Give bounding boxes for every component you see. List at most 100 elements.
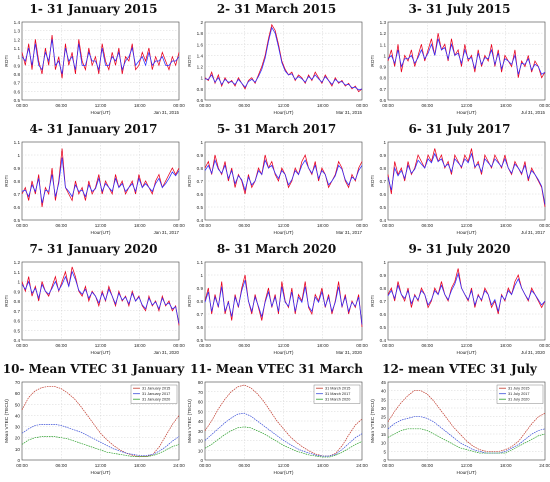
y-axis-label: ROTI	[370, 55, 376, 66]
x-tick-label: 06:00	[239, 343, 251, 348]
y-tick-label: 35	[381, 397, 387, 402]
x-axis-label: Hour(UT)	[274, 470, 294, 476]
y-axis-label: Mean VTEC (TECU)	[187, 399, 193, 443]
y-tick-label: 1.6	[197, 42, 204, 47]
y-axis-label: ROTI	[187, 175, 193, 186]
y-tick-label: 0.5	[380, 325, 387, 330]
y-tick-label: 0.8	[380, 166, 387, 171]
chart-panel: 8- 31 March 2020 0.5 0.6 0.7 0.8 0.9 1 1.1 00:00…	[185, 242, 368, 362]
chart-panel: 6- 31 July 2017 0.4 0.5 0.6 0.7 0.8 0.9 1 00:00 0…	[368, 122, 550, 242]
x-tick-label: 00:00	[382, 103, 394, 108]
chart-panel: 5- 31 March 2017 0.4 0.5 0.6 0.7 0.8 0.9 1 00:00…	[185, 122, 368, 242]
chart-panel: 10- Mean VTEC 31 January 0 10 20 30 40 50 60 70 0…	[2, 362, 185, 482]
x-tick-label: 00:00	[356, 343, 368, 348]
x-tick-label: 00:00	[199, 103, 211, 108]
chart-panel: 1- 31 January 2015 0.5 0.6 0.7 0.8 0.9 1 1.1 1.2…	[2, 2, 185, 122]
x-tick-label: 06:00	[422, 223, 434, 228]
legend-box	[130, 384, 178, 404]
chart-svg: 0 10 20 30 40 50 60 70 00:00 06:00 12:00 18:00 24:00…	[4, 380, 185, 476]
y-tick-label: 0.7	[380, 299, 387, 304]
y-tick-label: 0.5	[197, 205, 204, 210]
x-tick-label: 12:00	[461, 103, 473, 108]
chart-svg: 0.6 0.8 1 1.2 1.4 1.6 1.8 2 00:00 06:00 12:00 18:00…	[187, 20, 368, 116]
x-tick-label: 06:00	[422, 463, 434, 468]
x-tick-label: 18:00	[317, 343, 329, 348]
x-tick-label: 00:00	[173, 223, 185, 228]
series-line	[21, 436, 180, 458]
y-tick-label: 1.4	[197, 53, 204, 58]
y-tick-label: 1.1	[197, 260, 204, 265]
x-tick-label: 00:00	[539, 343, 550, 348]
chart-title: 12- mean VTEC 31 July	[382, 362, 537, 376]
y-tick-label: 1	[17, 153, 20, 158]
y-tick-label: 0.9	[380, 273, 387, 278]
x-tick-label: 18:00	[134, 463, 146, 468]
x-tick-label: 06:00	[239, 103, 251, 108]
chart-svg: 0.4 0.5 0.6 0.7 0.8 0.9 1 00:00 06:00 12:00 18:00 0…	[187, 140, 368, 236]
y-tick-label: 15	[381, 432, 387, 437]
x-tick-label: 12:00	[95, 223, 107, 228]
x-tick-label: 06:00	[239, 223, 251, 228]
series-line	[21, 39, 180, 75]
y-tick-label: 60	[15, 391, 21, 396]
date-label: Mar 31, 2017	[336, 230, 362, 235]
chart-svg: 0.6 0.7 0.8 0.9 1 1.1 1.2 1.3 00:00 06:00 12:00 18:…	[370, 20, 550, 116]
y-axis-label: ROTI	[4, 55, 10, 66]
x-tick-label: 12:00	[461, 343, 473, 348]
series-line	[204, 23, 363, 93]
x-axis-label: Hour(UT)	[274, 230, 294, 236]
legend-label: 31 March 2015	[325, 387, 350, 391]
y-tick-label: 45	[381, 380, 387, 385]
x-tick-label: 12:00	[278, 103, 290, 108]
legend-label: 31 July 2020	[508, 398, 530, 402]
series-line	[387, 38, 546, 75]
y-tick-label: 0.6	[380, 312, 387, 317]
x-tick-label: 12:00	[278, 343, 290, 348]
chart-svg: 0.5 0.6 0.7 0.8 0.9 1 1.1 00:00 06:00 12:00 18:00 0…	[187, 260, 368, 356]
y-tick-label: 0.5	[14, 328, 21, 333]
legend-label: 31 July 2017	[508, 392, 530, 396]
chart-title: 10- Mean VTEC 31 January	[2, 362, 185, 376]
chart-title: 11- Mean VTEC 31 March	[190, 362, 363, 376]
y-tick-label: 0.7	[14, 81, 21, 86]
x-tick-label: 06:00	[56, 103, 68, 108]
y-tick-label: 0.8	[380, 76, 387, 81]
y-tick-label: 20	[15, 436, 21, 441]
chart-title: 7- 31 January 2020	[29, 242, 158, 256]
y-tick-label: 1.1	[14, 140, 21, 145]
y-tick-label: 0.6	[380, 98, 387, 103]
chart-title: 6- 31 July 2017	[408, 122, 511, 136]
y-tick-label: 0.7	[380, 179, 387, 184]
x-tick-label: 18:00	[500, 343, 512, 348]
x-tick-label: 00:00	[382, 223, 394, 228]
x-tick-label: 18:00	[317, 223, 329, 228]
y-tick-label: 0.8	[197, 87, 204, 92]
y-tick-label: 0.9	[14, 289, 21, 294]
y-tick-label: 40	[198, 419, 204, 424]
date-label: Jul 31, 2020	[521, 350, 545, 355]
x-tick-label: 00:00	[539, 103, 550, 108]
legend-label: 31 January 2020	[142, 398, 170, 402]
chart-svg: 0.5 0.6 0.7 0.8 0.9 1 1.1 00:00 06:00 12:00 18:00 0…	[4, 140, 185, 236]
chart-title: 2- 31 March 2015	[216, 2, 337, 16]
y-tick-label: 1	[17, 280, 20, 285]
y-tick-label: 0.7	[197, 312, 204, 317]
series-line	[21, 157, 180, 204]
chart-panel: 4- 31 January 2017 0.5 0.6 0.7 0.8 0.9 1 1.1 00:…	[2, 122, 185, 242]
y-tick-label: 0.7	[197, 179, 204, 184]
x-tick-label: 00:00	[199, 343, 211, 348]
chart-svg: 0.4 0.5 0.6 0.7 0.8 0.9 1 00:00 06:00 12:00 18:00 0…	[370, 260, 550, 356]
x-tick-label: 18:00	[134, 343, 146, 348]
y-tick-label: 1	[383, 140, 386, 145]
y-tick-label: 0.6	[380, 192, 387, 197]
x-tick-label: 18:00	[134, 103, 146, 108]
x-tick-label: 12:00	[461, 223, 473, 228]
series-line	[387, 428, 546, 454]
y-tick-label: 2	[200, 20, 203, 25]
y-tick-label: 1.2	[14, 260, 21, 265]
x-axis-label: Hour(UT)	[274, 350, 294, 356]
y-tick-label: 10	[198, 448, 204, 453]
y-tick-label: 0.5	[380, 205, 387, 210]
y-tick-label: 1.3	[14, 29, 21, 34]
